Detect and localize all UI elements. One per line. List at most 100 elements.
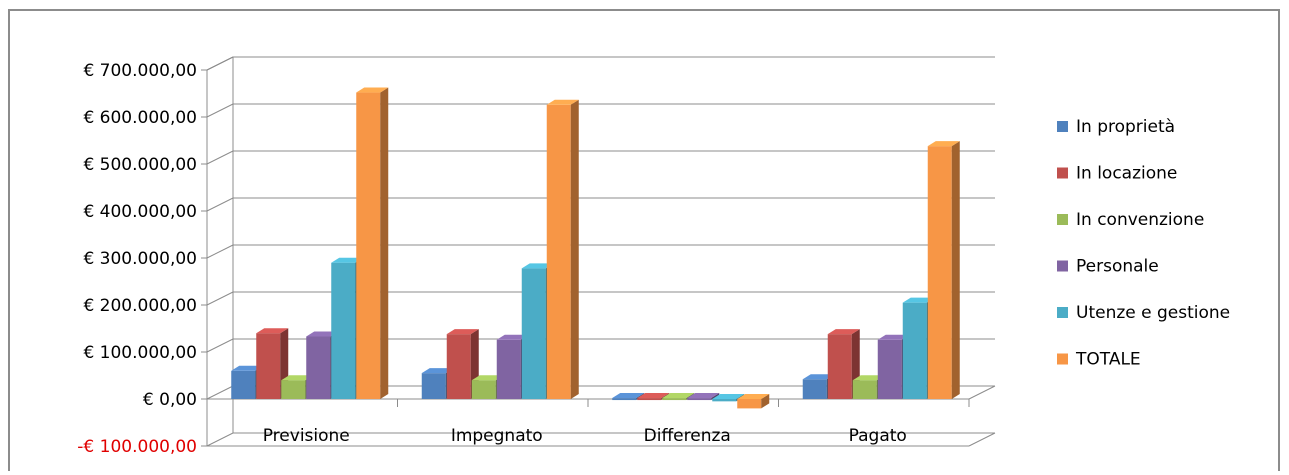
x-tick-label: Impegnato <box>451 426 543 446</box>
bar-top <box>306 331 339 337</box>
x-axis-labels: Previsione Impegnato Differenza Pagato <box>263 426 907 446</box>
bar-pagato-4 <box>902 297 935 399</box>
bar-front <box>496 339 521 399</box>
bar-front <box>231 370 256 399</box>
legend-item: In proprietà <box>1057 117 1175 137</box>
legend-label: Utenze e gestione <box>1076 303 1230 323</box>
legend-swatch <box>1057 121 1068 132</box>
bar-top <box>356 87 389 93</box>
bar-previsione-5 <box>356 87 389 399</box>
bar-top <box>446 329 479 335</box>
bar-top <box>521 263 554 269</box>
bar-front <box>737 399 762 409</box>
bar-top <box>256 328 289 334</box>
bar-front <box>256 333 281 399</box>
y-tick-label: € 400.000,00 <box>83 202 197 222</box>
y-tick-label: € 700.000,00 <box>83 61 197 81</box>
legend-swatch <box>1057 307 1068 318</box>
bar-front <box>637 398 662 401</box>
bar-front <box>421 373 446 399</box>
bar-front <box>471 380 496 399</box>
bar-front <box>612 398 637 401</box>
bar-front <box>331 262 356 399</box>
bar-front <box>802 379 827 399</box>
bar-front <box>281 380 306 399</box>
bar-top <box>902 297 935 303</box>
gridline-side <box>206 56 234 71</box>
y-tick-label: € 600.000,00 <box>83 108 197 128</box>
y-tick-label: € 500.000,00 <box>83 155 197 175</box>
legend-item: In locazione <box>1057 164 1177 184</box>
bar-side <box>711 393 720 401</box>
bar-top <box>827 329 860 335</box>
gridline-side <box>206 385 234 400</box>
gridline-side <box>206 432 234 447</box>
bar-side <box>951 141 960 399</box>
legend-item: In convenzione <box>1057 210 1204 230</box>
legend-label: In locazione <box>1076 164 1177 184</box>
legend-label: In convenzione <box>1076 210 1204 230</box>
legend-item: Utenze e gestione <box>1057 303 1230 323</box>
bar-side <box>380 87 389 399</box>
bar-top <box>546 99 579 105</box>
legend: In proprietà In locazione In convenzione Pe… <box>1057 117 1230 370</box>
bar-front <box>712 399 737 402</box>
x-tick-label: Pagato <box>849 426 907 446</box>
bar-side <box>570 99 579 399</box>
bar-front <box>902 302 927 399</box>
y-tick-label: € 200.000,00 <box>83 296 197 316</box>
bar-side <box>761 394 770 409</box>
bar-impegnato-5 <box>546 99 579 399</box>
bar-front <box>546 104 571 399</box>
bar-top <box>852 375 885 381</box>
bar-previsione-3 <box>306 331 339 399</box>
bars <box>231 87 960 409</box>
y-axis-ticks: € 700.000,00 € 600.000,00 € 500.000,00 € 40… <box>77 61 197 457</box>
bar-front <box>306 336 331 399</box>
x-tick-label: Differenza <box>644 426 731 446</box>
chart-border <box>8 9 1280 475</box>
bar-front <box>662 398 687 401</box>
bar-top <box>687 393 720 399</box>
y-tick-label: -€ 100.000,00 <box>77 437 197 457</box>
bar-front <box>356 92 381 399</box>
bar-top <box>496 334 529 340</box>
gridline-side <box>206 150 234 165</box>
legend-item: TOTALE <box>1057 350 1141 370</box>
bar-front <box>852 380 877 399</box>
gridline-side <box>206 291 234 306</box>
bar-top <box>331 257 364 263</box>
bar-top <box>802 374 835 380</box>
bar-front <box>521 268 546 399</box>
bar-top <box>612 393 645 399</box>
bar-top <box>877 334 910 340</box>
legend-swatch <box>1057 167 1068 179</box>
bar-top <box>471 375 504 381</box>
bar-top <box>637 393 670 399</box>
bar-front <box>827 334 852 399</box>
y-tick-label: € 0,00 <box>143 390 197 410</box>
legend-swatch <box>1057 260 1068 272</box>
bar-top <box>662 393 695 399</box>
legend-label: TOTALE <box>1075 350 1141 370</box>
y-tick-label: € 300.000,00 <box>83 249 197 269</box>
bar-front <box>877 339 902 399</box>
gridline-side <box>206 103 234 118</box>
legend-swatch <box>1057 214 1068 225</box>
x-tick-label: Previsione <box>263 426 350 446</box>
bar-top <box>421 368 454 374</box>
bar-pagato-5 <box>927 141 960 399</box>
bar-front <box>446 334 471 399</box>
bar-top <box>281 375 314 381</box>
bar-front <box>927 146 952 399</box>
gridline-side <box>206 338 234 353</box>
gridline-side <box>206 197 234 212</box>
legend-label: Personale <box>1076 257 1159 277</box>
floor-edge <box>968 385 996 400</box>
bar-top <box>737 394 770 399</box>
bar-differenza-3 <box>687 393 720 401</box>
y-tick-label: € 100.000,00 <box>83 343 197 363</box>
bar-differenza-5 <box>737 394 770 409</box>
